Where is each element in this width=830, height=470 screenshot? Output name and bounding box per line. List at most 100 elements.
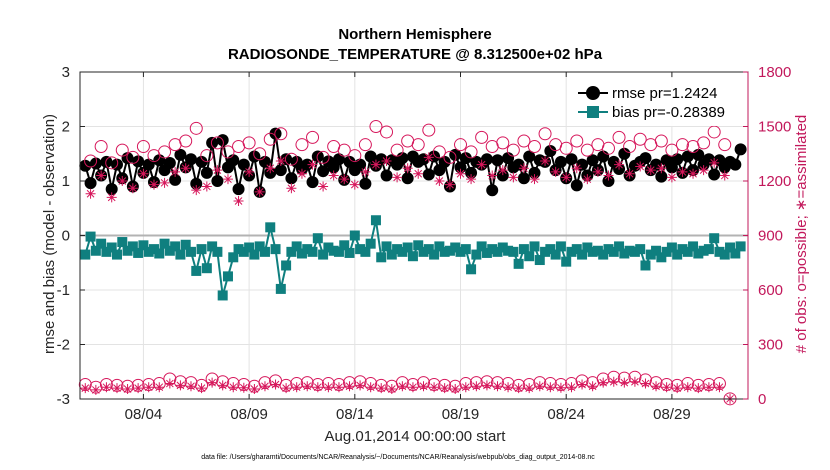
assimilated-point <box>413 168 424 179</box>
assimilated-point <box>207 377 218 388</box>
assimilated-point <box>418 381 429 392</box>
rmse-point <box>301 158 314 171</box>
rmse-point <box>79 159 92 172</box>
bias-point <box>392 244 403 255</box>
bias-point <box>407 251 418 262</box>
bias-point <box>170 241 181 252</box>
rmse-point <box>364 150 377 163</box>
rmse-point <box>729 158 742 171</box>
assimilated-point <box>355 380 366 391</box>
rmse-point <box>639 152 652 165</box>
bias-point <box>275 283 286 294</box>
assimilated-point <box>434 176 445 186</box>
bias-point <box>159 238 170 249</box>
assimilated-point <box>259 381 270 392</box>
rmse-point <box>655 170 668 183</box>
assimilated-point <box>333 382 344 393</box>
bias-point <box>212 246 223 257</box>
assimilated-point <box>587 381 598 392</box>
rmse-point <box>422 168 435 181</box>
bias-point <box>244 242 255 253</box>
rmse-point <box>332 153 345 166</box>
assimilated-point <box>682 382 693 393</box>
assimilated-point <box>249 384 260 395</box>
rmse-point <box>417 153 430 166</box>
assimilated-point <box>133 383 144 394</box>
bias-point <box>117 237 128 248</box>
possible-point <box>411 138 425 152</box>
possible-point <box>253 147 267 161</box>
bias-point <box>360 246 371 257</box>
bias-point <box>143 246 154 257</box>
bias-point <box>476 241 487 252</box>
bias-point <box>698 245 709 256</box>
possible-point <box>84 154 98 168</box>
bias-point <box>603 244 614 255</box>
bias-point <box>370 215 381 226</box>
possible-point <box>454 138 468 152</box>
rmse-point <box>237 158 250 171</box>
bias-point <box>577 249 588 260</box>
bias-point <box>619 248 630 259</box>
chart-title: Northern Hemisphere <box>338 26 491 43</box>
rmse-point <box>576 158 589 171</box>
assimilated-point <box>117 176 128 186</box>
y-right-tick-label: 0 <box>758 391 766 408</box>
bias-point <box>201 263 212 274</box>
assimilated-point <box>460 382 471 393</box>
possible-point <box>432 145 446 159</box>
assimilated-point <box>328 170 339 181</box>
bias-point <box>466 264 477 275</box>
assimilated-point <box>629 376 640 387</box>
rmse-point <box>274 164 287 177</box>
rmse-point <box>84 177 97 190</box>
bias-point <box>661 246 672 257</box>
assimilated-point <box>265 163 276 174</box>
assimilated-point <box>608 376 619 387</box>
assimilated-point <box>312 382 323 393</box>
bias-point <box>413 240 424 251</box>
possible-point <box>179 134 193 148</box>
bias-point <box>196 244 207 255</box>
assimilated-point <box>603 170 614 181</box>
bias-point <box>133 247 144 258</box>
assimilated-point <box>540 156 551 167</box>
rmse-point <box>734 143 747 156</box>
rmse-point <box>169 173 182 186</box>
bias-point <box>455 246 466 257</box>
possible-point <box>496 136 510 150</box>
bias-point <box>693 248 704 259</box>
bias-point <box>471 249 482 260</box>
bias-point <box>238 246 249 257</box>
bias-point <box>735 241 746 252</box>
assimilated-point <box>222 174 233 185</box>
bias-point <box>80 249 91 260</box>
bias-point <box>185 246 196 257</box>
rmse-point <box>174 148 187 161</box>
y-tick-label: 2 <box>62 119 70 136</box>
bias-point <box>666 242 677 253</box>
bias-point <box>376 252 387 263</box>
rmse-point <box>438 155 451 168</box>
chart-subtitle: RADIOSONDE_TEMPERATURE @ 8.312500e+02 hP… <box>228 46 603 63</box>
bias-point <box>725 242 736 253</box>
assimilated-point <box>481 380 492 391</box>
legend: rmse pr=1.2424 bias pr=-0.28389 <box>571 78 746 126</box>
possible-point <box>697 136 711 150</box>
assimilated-point <box>212 165 223 176</box>
assimilated-point <box>170 166 181 177</box>
assimilated-point <box>302 381 313 392</box>
rmse-point <box>702 153 715 166</box>
legend-bias-marker <box>587 106 599 118</box>
rmse-point <box>597 150 610 163</box>
bias-point <box>709 233 720 244</box>
assimilated-point <box>217 380 228 391</box>
assimilated-point <box>386 384 397 395</box>
assimilated-point <box>106 192 117 203</box>
rmse-point <box>517 172 530 185</box>
assimilated-point <box>180 163 191 174</box>
assimilated-point <box>466 174 477 185</box>
bias-point <box>96 238 107 249</box>
rmse-point <box>359 177 372 190</box>
possible-point <box>136 139 150 153</box>
